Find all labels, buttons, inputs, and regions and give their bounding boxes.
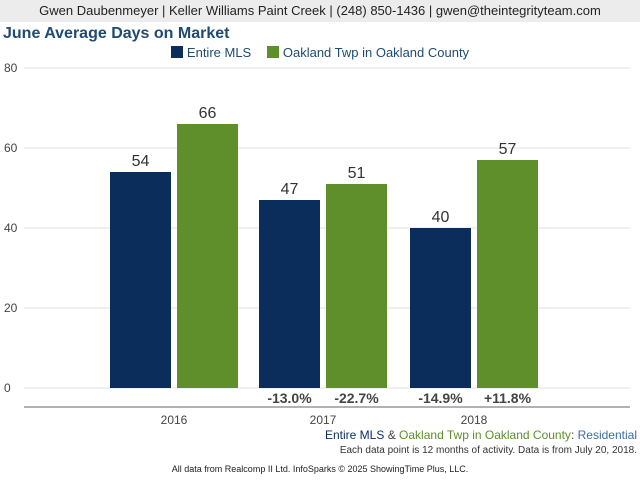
bar-entire-mls-2017[interactable] — [259, 200, 320, 388]
change-label-entire-mls-2018: -14.9% — [418, 390, 463, 406]
bar-oakland-twp-2016[interactable] — [177, 124, 238, 388]
legend-label-entire-mls: Entire MLS — [186, 45, 252, 60]
change-label-oakland-twp-2017: -22.7% — [334, 390, 379, 406]
subtitle-ampersand: & — [387, 428, 396, 442]
y-tick-20: 20 — [4, 301, 18, 315]
y-tick-80: 80 — [4, 61, 18, 75]
x-tick-2018: 2018 — [461, 413, 488, 427]
y-tick-60: 60 — [4, 141, 18, 155]
value-label-entire-mls-2018: 40 — [432, 209, 450, 226]
value-label-entire-mls-2017: 47 — [281, 181, 299, 198]
change-label-oakland-twp-2018: +11.8% — [484, 390, 532, 406]
legend-swatch-entire-mls — [170, 46, 183, 58]
subtitle-series1: Entire MLS — [324, 428, 385, 442]
chart-subtitle: Entire MLS & Oakland Twp in Oakland Coun… — [325, 428, 637, 442]
data-note: Each data point is 12 months of activity… — [339, 445, 637, 456]
value-label-oakland-twp-2018: 57 — [499, 141, 517, 158]
contact-header: Gwen Daubenmeyer | Keller Williams Paint… — [0, 0, 640, 22]
subtitle-category: Residential — [577, 428, 637, 442]
subtitle-series2: Oakland Twp in Oakland County — [399, 428, 571, 442]
bar-entire-mls-2018[interactable] — [410, 228, 471, 388]
value-label-entire-mls-2016: 54 — [132, 153, 150, 170]
chart-title: June Average Days on Market — [3, 25, 230, 42]
bar-entire-mls-2016[interactable] — [110, 172, 171, 388]
y-tick-40: 40 — [4, 221, 18, 235]
change-label-entire-mls-2017: -13.0% — [267, 390, 312, 406]
subtitle-colon: : — [570, 428, 575, 442]
x-tick-2017: 2017 — [310, 413, 337, 427]
legend-swatch-oakland-twp — [266, 46, 279, 58]
chart-legend: Entire MLS Oakland Twp in Oakland County — [0, 45, 640, 60]
x-tick-2016: 2016 — [161, 413, 188, 427]
bar-oakland-twp-2018[interactable] — [477, 160, 538, 388]
bar-chart: 0 20 40 60 80 2016 54 66 2017 47 -13.0% 51 -22.7% 201… — [4, 61, 630, 427]
footer-credit: All data from Realcomp II Ltd. InfoSpark… — [171, 464, 469, 474]
y-tick-0: 0 — [4, 381, 11, 395]
legend-label-oakland-twp: Oakland Twp in Oakland County — [282, 45, 470, 60]
value-label-oakland-twp-2017: 51 — [348, 165, 366, 182]
legend-item-entire-mls[interactable]: Entire MLS — [170, 45, 252, 60]
bar-oakland-twp-2017[interactable] — [326, 184, 387, 388]
value-label-oakland-twp-2016: 66 — [199, 105, 217, 122]
legend-item-oakland-twp[interactable]: Oakland Twp in Oakland County — [266, 45, 470, 60]
